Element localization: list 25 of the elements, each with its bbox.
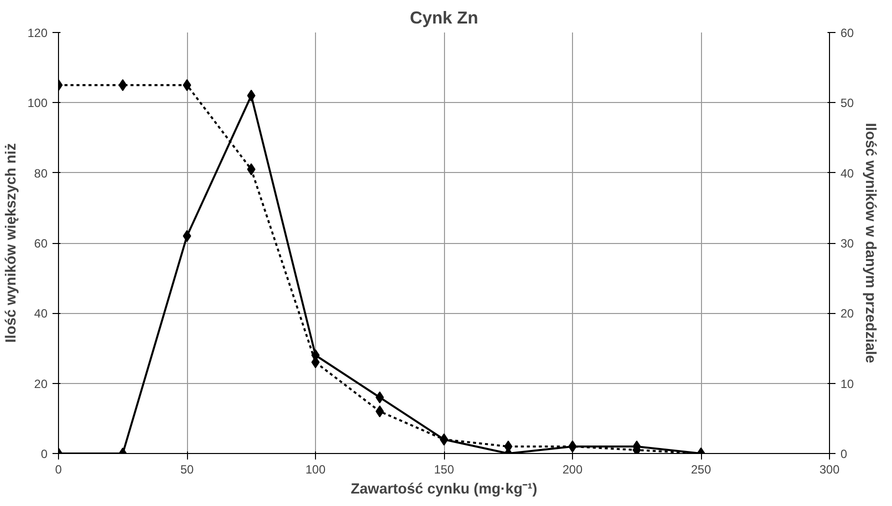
x-axis-title: Zawartość cynku (mg·kg⁻¹) <box>350 482 538 498</box>
y2-tick-label: 0 <box>840 447 848 461</box>
x-tick-label: 150 <box>434 462 454 476</box>
x-tick-label: 250 <box>690 462 712 476</box>
y2-tick-label: 40 <box>840 166 854 180</box>
y2-tick-label: 30 <box>840 236 854 250</box>
x-tick-label: 100 <box>305 462 326 476</box>
x-tick-label: 200 <box>562 462 583 476</box>
y2-tick-label: 60 <box>840 26 854 40</box>
y2-tick-label: 50 <box>840 96 854 110</box>
y-tick-label: 20 <box>34 376 48 391</box>
y-tick-label: 100 <box>27 96 48 110</box>
y-tick-label: 60 <box>34 236 48 250</box>
x-tick-label: 50 <box>180 462 194 476</box>
y-tick-label: 40 <box>34 306 48 321</box>
x-tick-label: 300 <box>819 462 840 476</box>
y2-axis-title: Ilość wyników w danym przedziale <box>862 122 878 364</box>
chart-title: Cynk Zn <box>410 8 478 28</box>
y2-tick-label: 20 <box>840 306 854 321</box>
y-tick-label: 120 <box>27 26 48 40</box>
y-tick-label: 80 <box>34 166 48 180</box>
x-tick-label: 0 <box>55 462 62 476</box>
y2-tick-label: 10 <box>840 376 854 391</box>
y-axis-title: Ilość wyników większych niż <box>3 143 20 343</box>
y-tick-label: 0 <box>40 447 48 461</box>
